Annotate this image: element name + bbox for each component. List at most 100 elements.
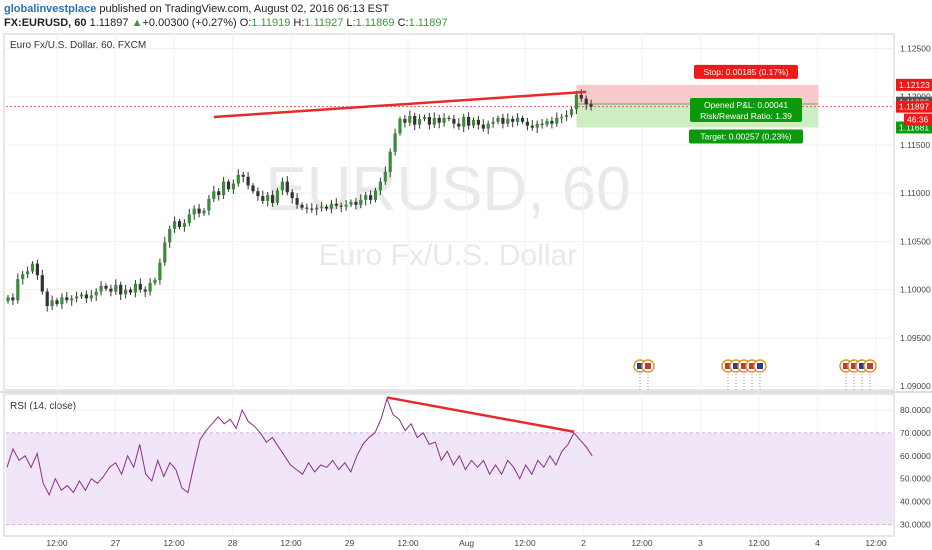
time-axis[interactable]: 12:00 27 12:00 28 12:00 29 12:00 Aug 12:00 2 12:00… bbox=[46, 538, 887, 548]
candle-up bbox=[560, 116, 564, 118]
candle-up bbox=[212, 191, 216, 199]
price-tick-label: 1.09500 bbox=[900, 333, 931, 343]
publish-line: globalinvestplace published on TradingVi… bbox=[4, 3, 389, 15]
rsi-pane-title: RSI (14, close) bbox=[10, 401, 76, 412]
current-price-tag-box bbox=[896, 100, 932, 113]
candle-up bbox=[432, 117, 436, 125]
candle-up bbox=[329, 203, 333, 209]
open-value: 1.11919 bbox=[251, 17, 291, 29]
globe-icon-fill bbox=[843, 363, 849, 369]
candle-down bbox=[119, 284, 123, 295]
candle-up bbox=[364, 195, 368, 200]
eu-flag-icon-fill bbox=[725, 363, 731, 369]
price-tick-label: 1.11500 bbox=[900, 140, 930, 150]
candle-up bbox=[275, 190, 280, 203]
rsi-axis[interactable]: 80.0000 70.0000 60.0000 50.0000 40.0000 30.00… bbox=[900, 405, 931, 530]
candle-down bbox=[197, 208, 201, 214]
candle-up bbox=[315, 207, 319, 210]
stop-label: Stop: 0.00185 (0.17%) bbox=[703, 67, 788, 77]
time-tick-label: 12:00 bbox=[163, 538, 185, 548]
candle-up bbox=[462, 116, 466, 127]
globe-icon-fill bbox=[733, 363, 739, 369]
candle-down bbox=[413, 116, 417, 125]
countdown-tag-box bbox=[904, 113, 932, 126]
time-tick-label: 12:00 bbox=[46, 538, 68, 548]
candle-down bbox=[143, 289, 147, 292]
candle-down bbox=[109, 288, 113, 292]
candle-down bbox=[11, 297, 15, 301]
candle-up bbox=[30, 263, 35, 272]
time-tick-label: 2 bbox=[581, 538, 586, 548]
candle-down bbox=[339, 205, 343, 207]
candle-up bbox=[158, 262, 162, 281]
candle-up bbox=[408, 116, 412, 123]
candle-up bbox=[70, 298, 74, 301]
rsi-trendline-group[interactable] bbox=[386, 396, 575, 434]
us-flag-icon-fill bbox=[867, 363, 873, 369]
rsi-overbought-oversold-band bbox=[6, 432, 894, 525]
candle-down bbox=[271, 195, 275, 203]
price-trendline-group[interactable] bbox=[213, 90, 587, 119]
candle-up bbox=[207, 198, 211, 211]
candle-down bbox=[520, 117, 525, 122]
rsi-band bbox=[6, 432, 894, 526]
candle-down bbox=[35, 263, 39, 276]
candle-up bbox=[50, 300, 54, 307]
rsi-tick-label: 70.0000 bbox=[900, 428, 931, 438]
candle-up bbox=[442, 117, 446, 123]
candle-up bbox=[496, 117, 500, 122]
price-tick-label: 1.11000 bbox=[900, 188, 930, 198]
price-tick-label: 1.12500 bbox=[900, 43, 931, 53]
candle-down bbox=[285, 181, 289, 193]
main-pane[interactable] bbox=[3, 33, 895, 391]
candle-up bbox=[506, 118, 510, 124]
published-text: published on TradingView.com, August 02,… bbox=[96, 3, 390, 15]
price-tick-label: 1.10000 bbox=[900, 285, 931, 295]
candle-down bbox=[310, 208, 314, 210]
candle-up bbox=[133, 283, 137, 293]
candle-down bbox=[525, 121, 529, 126]
candle-down bbox=[300, 204, 304, 208]
pnl-label-box bbox=[690, 97, 802, 122]
time-tick-label: 12:00 bbox=[865, 538, 887, 548]
candle-series bbox=[6, 89, 593, 312]
close-value: 1.11897 bbox=[408, 17, 448, 29]
stop-price-tag: 1.12123 bbox=[899, 80, 930, 90]
candle-down bbox=[457, 123, 461, 127]
position-labels[interactable]: Stop: 0.00185 (0.17%) Opened P&L: 0.00041… bbox=[689, 64, 803, 144]
stop-price-tag-box bbox=[896, 78, 932, 91]
price-tick-label: 1.10500 bbox=[900, 236, 931, 246]
us-flag-icon-fill bbox=[637, 363, 643, 369]
rsi-line-group bbox=[6, 397, 593, 497]
calendar-icon-fill bbox=[741, 363, 747, 369]
open-label: O: bbox=[239, 17, 252, 29]
time-tick-label: 12:00 bbox=[514, 538, 536, 548]
candle-up bbox=[75, 296, 79, 299]
us-flag-icon-fill bbox=[757, 363, 763, 369]
close-label: C: bbox=[397, 17, 409, 29]
candle-up bbox=[373, 190, 378, 200]
candle-up bbox=[99, 285, 103, 292]
chart-canvas[interactable]: EURUSD, 60 Euro Fx/U.S. Dollar Euro Fx/U… bbox=[0, 32, 932, 550]
publisher-link[interactable]: globalinvestplace bbox=[4, 3, 97, 15]
rsi-tick-label: 30.0000 bbox=[900, 520, 931, 530]
candle-up bbox=[266, 195, 270, 201]
candle-up bbox=[182, 223, 186, 227]
candle-up bbox=[280, 181, 284, 191]
countdown-tag: 46:36 bbox=[907, 115, 929, 125]
time-tick-label: 12:00 bbox=[631, 538, 653, 548]
candle-down bbox=[437, 117, 441, 123]
stop-label-box bbox=[694, 64, 798, 79]
symbol-label: FX:EURUSD, 60 bbox=[4, 17, 87, 29]
candle-up bbox=[418, 118, 422, 125]
time-tick-label: 29 bbox=[345, 538, 355, 548]
time-tick-label: 28 bbox=[228, 538, 238, 548]
economic-events[interactable] bbox=[633, 359, 877, 390]
us-flag-icon-fill bbox=[859, 363, 865, 369]
candle-down bbox=[40, 275, 44, 292]
candle-up bbox=[359, 199, 363, 205]
rsi-tick-label: 40.0000 bbox=[900, 497, 931, 507]
candle-down bbox=[104, 285, 108, 289]
candle-down bbox=[540, 123, 544, 125]
